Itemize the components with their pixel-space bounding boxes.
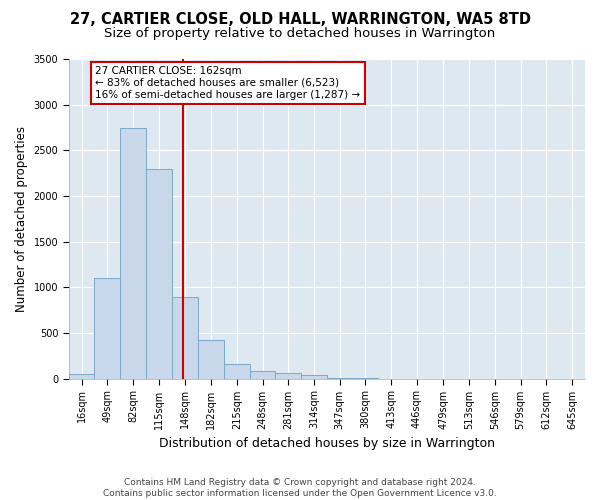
Bar xyxy=(301,375,327,379)
Bar xyxy=(146,168,172,379)
Bar xyxy=(250,370,275,379)
Bar xyxy=(172,296,198,379)
Text: 27, CARTIER CLOSE, OLD HALL, WARRINGTON, WA5 8TD: 27, CARTIER CLOSE, OLD HALL, WARRINGTON,… xyxy=(70,12,530,28)
Text: 27 CARTIER CLOSE: 162sqm
← 83% of detached houses are smaller (6,523)
16% of sem: 27 CARTIER CLOSE: 162sqm ← 83% of detach… xyxy=(95,66,361,100)
Bar xyxy=(94,278,120,379)
Bar xyxy=(198,340,224,379)
Bar xyxy=(327,378,353,379)
Bar xyxy=(224,364,250,379)
Text: Contains HM Land Registry data © Crown copyright and database right 2024.
Contai: Contains HM Land Registry data © Crown c… xyxy=(103,478,497,498)
Text: Size of property relative to detached houses in Warrington: Size of property relative to detached ho… xyxy=(104,28,496,40)
Y-axis label: Number of detached properties: Number of detached properties xyxy=(15,126,28,312)
X-axis label: Distribution of detached houses by size in Warrington: Distribution of detached houses by size … xyxy=(159,437,495,450)
Bar xyxy=(120,128,146,379)
Bar xyxy=(69,374,94,379)
Bar xyxy=(275,374,301,379)
